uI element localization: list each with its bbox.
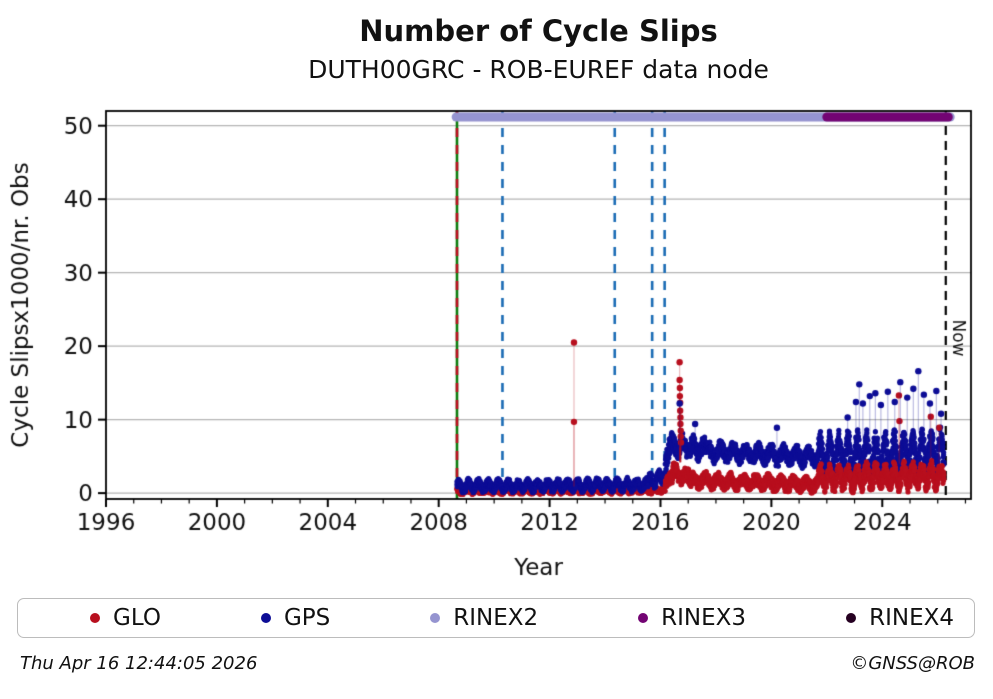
legend: GLO GPS RINEX2 RINEX3 RINEX4	[17, 598, 975, 638]
chart-subtitle: DUTH00GRC - ROB-EUREF data node	[308, 55, 769, 84]
glo-dot-icon	[90, 613, 100, 623]
legend-item-rinex4: RINEX4	[846, 605, 954, 631]
gps-dot-icon	[260, 613, 271, 623]
footer-timestamp: Thu Apr 16 12:44:05 2026	[20, 653, 258, 674]
legend-label: RINEX2	[453, 605, 539, 631]
footer-credit: ©GNSS@ROB	[850, 653, 975, 674]
legend-label: GPS	[283, 605, 331, 631]
chart-title: Number of Cycle Slips	[359, 14, 718, 48]
legend-item-rinex3: RINEX3	[638, 605, 746, 631]
legend-item-rinex2: RINEX2	[430, 605, 538, 631]
legend-item-gps: GPS	[260, 605, 331, 631]
rinex4-dot-icon	[846, 613, 857, 623]
legend-label: RINEX4	[869, 605, 954, 631]
rinex2-dot-icon	[430, 613, 441, 623]
legend-label: RINEX3	[661, 605, 747, 631]
rinex3-dot-icon	[638, 613, 649, 623]
legend-label: GLO	[113, 605, 161, 631]
plot-canvas	[0, 95, 993, 585]
legend-item-glo: GLO	[90, 605, 161, 631]
